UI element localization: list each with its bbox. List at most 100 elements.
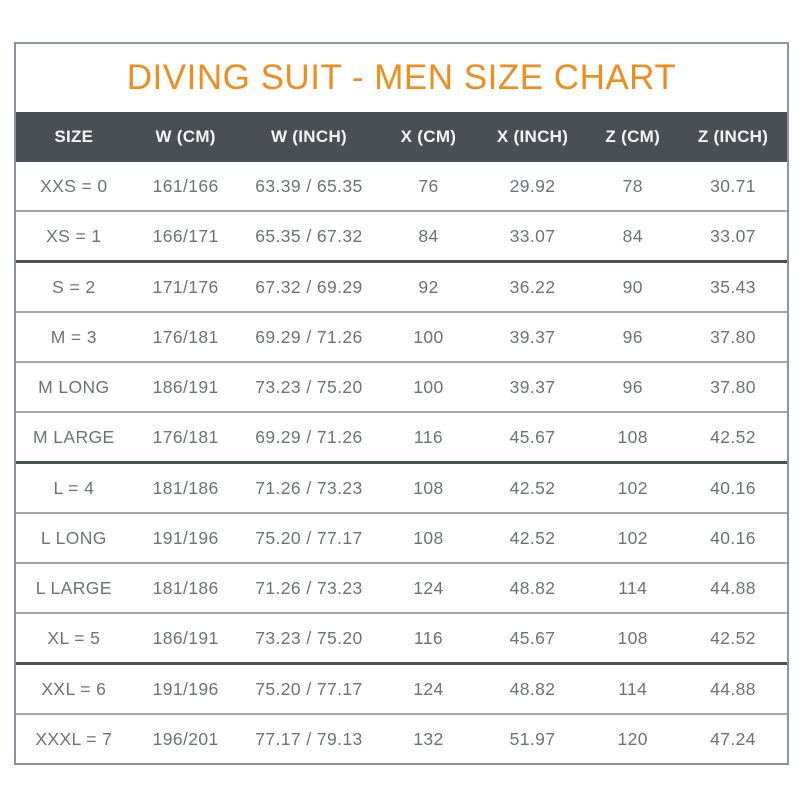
- cell: 116: [378, 411, 479, 463]
- cell: 37.80: [679, 361, 787, 412]
- cell: 186/191: [131, 612, 240, 664]
- cell: 42.52: [679, 612, 787, 664]
- column-header-z-inch: Z (INCH): [679, 112, 787, 162]
- table-row: M LARGE 176/181 69.29 / 71.26 116 45.67 108 42…: [16, 411, 787, 463]
- table-row: M LONG 186/191 73.23 / 75.20 100 39.37 96 37.8…: [16, 361, 787, 412]
- cell: 44.88: [679, 662, 787, 714]
- cell: 84: [586, 210, 680, 262]
- cell: 67.32 / 69.29: [239, 260, 379, 312]
- cell: 71.26 / 73.23: [239, 562, 379, 613]
- cell: 47.24: [679, 713, 787, 763]
- cell: 51.97: [478, 713, 587, 763]
- cell: L = 4: [16, 461, 132, 513]
- cell: 124: [378, 562, 479, 613]
- cell: 191/196: [131, 662, 240, 714]
- cell: 45.67: [478, 411, 587, 463]
- cell: 181/186: [131, 562, 240, 613]
- cell: S = 2: [16, 260, 132, 312]
- cell: 73.23 / 75.20: [239, 612, 379, 664]
- cell: M LONG: [16, 361, 132, 412]
- cell: 108: [378, 461, 479, 513]
- header-row: SIZE W (CM) W (INCH) X (CM) X (INCH) Z (…: [16, 112, 787, 162]
- cell: 78: [622, 175, 643, 196]
- cell: 176/181: [131, 311, 240, 362]
- cell: XXL = 6: [16, 662, 132, 714]
- column-header-z-cm: Z (CM): [586, 112, 680, 162]
- chart-title: DIVING SUIT - MEN SIZE CHART: [126, 58, 677, 97]
- cell: 108: [586, 612, 680, 664]
- table-row: L = 4 181/186 71.26 / 73.23 108 42.52 102 40.1…: [16, 461, 787, 513]
- cell: 186/191: [131, 361, 240, 412]
- table-row: M = 3 176/181 69.29 / 71.26 100 39.37 96 37.80: [16, 311, 787, 362]
- cell: 108: [378, 512, 479, 563]
- cell: 96: [586, 311, 680, 362]
- cell: 102: [586, 461, 680, 513]
- column-header-w-inch: W (INCH): [239, 112, 379, 162]
- column-header-size: SIZE: [16, 112, 132, 162]
- cell: 69.29 / 71.26: [239, 411, 379, 463]
- cell: L LONG: [16, 512, 132, 563]
- cell: 42.52: [679, 411, 787, 463]
- cell: 161/166: [152, 175, 219, 196]
- cell: 108: [586, 411, 680, 463]
- cell: 63.39 / 65.35: [255, 175, 363, 196]
- cell: XXXL = 7: [16, 713, 132, 763]
- cell: 42.52: [478, 512, 587, 563]
- column-header-x-cm: X (CM): [378, 112, 479, 162]
- cell: 40.16: [679, 512, 787, 563]
- cell: 76: [418, 175, 439, 196]
- cell: 75.20 / 77.17: [239, 512, 379, 563]
- size-table: SIZE W (CM) W (INCH) X (CM) X (INCH) Z (…: [16, 112, 787, 763]
- table-row: XS = 1 166/171 65.35 / 67.32 84 33.07 84 33.07: [16, 210, 787, 262]
- cell: 35.43: [679, 260, 787, 312]
- cell: 39.37: [478, 361, 587, 412]
- cell: 100: [378, 311, 479, 362]
- cell: 42.52: [478, 461, 587, 513]
- cell: 132: [378, 713, 479, 763]
- cell: 29.92: [509, 175, 556, 196]
- cell: 39.37: [478, 311, 587, 362]
- cell: 37.80: [679, 311, 787, 362]
- cell: 33.07: [478, 210, 587, 262]
- size-chart-card: DIVING SUIT - MEN SIZE CHART SIZE W (CM)…: [14, 42, 789, 765]
- cell: L LARGE: [16, 562, 132, 613]
- cell: 100: [378, 361, 479, 412]
- table-body: XXS = 0 161/166 63.39 / 65.35 76 29.92 78 30.7…: [16, 162, 787, 763]
- cell: 75.20 / 77.17: [239, 662, 379, 714]
- cell: 124: [378, 662, 479, 714]
- table-row: XXL = 6 191/196 75.20 / 77.17 124 48.82 114 44…: [16, 662, 787, 714]
- cell: M LARGE: [16, 411, 132, 463]
- cell: XXS = 0: [40, 175, 108, 196]
- cell: 69.29 / 71.26: [239, 311, 379, 362]
- cell: 102: [586, 512, 680, 563]
- cell: 84: [378, 210, 479, 262]
- cell: 48.82: [478, 662, 587, 714]
- cell: 96: [586, 361, 680, 412]
- table-row: XXS = 0 161/166 63.39 / 65.35 76 29.92 78 30.7…: [16, 162, 787, 211]
- cell: 90: [586, 260, 680, 312]
- column-header-x-inch: X (INCH): [478, 112, 587, 162]
- cell: XL = 5: [16, 612, 132, 664]
- cell: 40.16: [679, 461, 787, 513]
- table-row: S = 2 171/176 67.32 / 69.29 92 36.22 90 35.43: [16, 260, 787, 312]
- cell: 181/186: [131, 461, 240, 513]
- cell: 77.17 / 79.13: [239, 713, 379, 763]
- cell: 73.23 / 75.20: [239, 361, 379, 412]
- cell: 114: [586, 662, 680, 714]
- cell: 176/181: [131, 411, 240, 463]
- cell: 171/176: [131, 260, 240, 312]
- cell: 45.67: [478, 612, 587, 664]
- cell: 36.22: [478, 260, 587, 312]
- cell: M = 3: [16, 311, 132, 362]
- cell: 33.07: [679, 210, 787, 262]
- table-row: L LARGE 181/186 71.26 / 73.23 124 48.82 114 44…: [16, 562, 787, 613]
- cell: 191/196: [131, 512, 240, 563]
- table-row: XL = 5 186/191 73.23 / 75.20 116 45.67 108 42.…: [16, 612, 787, 664]
- cell: 120: [586, 713, 680, 763]
- cell: 92: [378, 260, 479, 312]
- cell: 166/171: [131, 210, 240, 262]
- cell: 44.88: [679, 562, 787, 613]
- cell: 196/201: [131, 713, 240, 763]
- cell: 65.35 / 67.32: [239, 210, 379, 262]
